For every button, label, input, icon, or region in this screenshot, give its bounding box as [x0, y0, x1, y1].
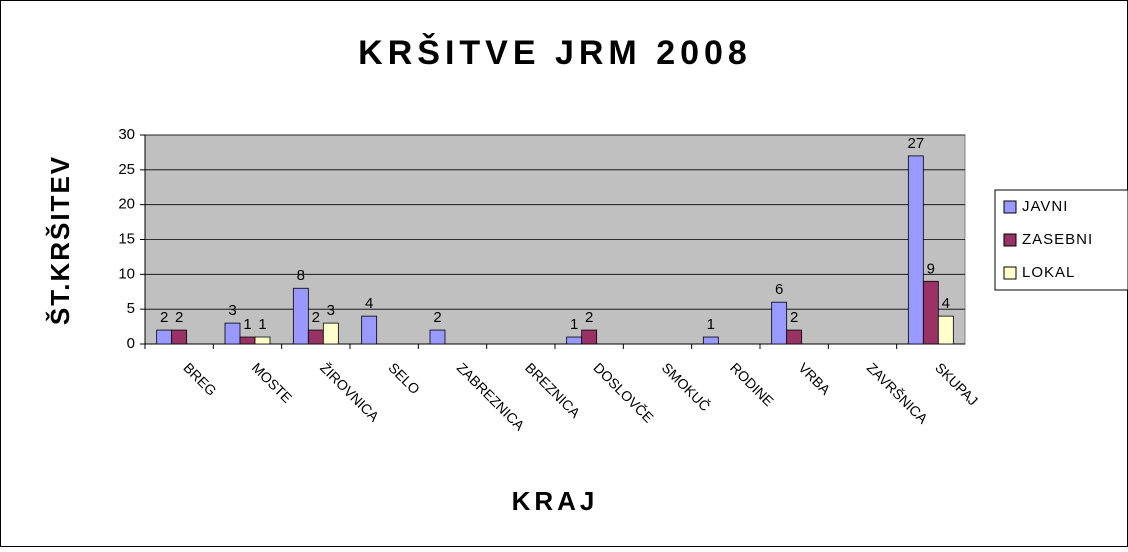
data-label: 6 [775, 281, 783, 298]
bar [922, 280, 939, 345]
x-axis-title: KRAJ [512, 486, 599, 516]
y-tick-label: 5 [127, 300, 135, 317]
data-label: 2 [585, 309, 593, 326]
data-label: 2 [790, 309, 798, 326]
bar [254, 336, 271, 345]
data-label: 1 [570, 316, 578, 333]
legend-swatch [1003, 266, 1017, 280]
data-label: 8 [297, 267, 305, 284]
bar [224, 322, 241, 345]
bar [786, 329, 803, 345]
legend-label: ZASEBNI [1022, 231, 1093, 248]
y-tick-label: 15 [118, 230, 135, 247]
bar [239, 336, 256, 345]
chart-title: KRŠITVE JRM 2008 [358, 33, 752, 72]
bar [292, 287, 309, 345]
legend-label: JAVNI [1022, 198, 1068, 215]
data-label: 3 [327, 302, 335, 319]
bar [361, 315, 378, 345]
bar [771, 301, 788, 345]
y-tick-label: 10 [118, 265, 135, 282]
data-label: 3 [228, 302, 236, 319]
legend-swatch [1003, 200, 1017, 214]
bar [322, 322, 339, 345]
legend [994, 189, 1128, 291]
data-label: 4 [942, 295, 950, 312]
bar [156, 329, 173, 345]
data-label: 27 [907, 135, 924, 152]
bar [307, 329, 324, 345]
bar [937, 315, 954, 345]
y-tick-label: 0 [127, 335, 135, 352]
data-label: 2 [175, 309, 183, 326]
bar [581, 329, 598, 345]
data-label: 2 [312, 309, 320, 326]
bar [566, 336, 583, 345]
y-axis-title: ŠT.KRŠITEV [45, 155, 75, 325]
legend-label: LOKAL [1022, 264, 1075, 281]
data-label: 4 [365, 295, 373, 312]
bar [429, 329, 446, 345]
data-label: 1 [258, 316, 266, 333]
data-label: 2 [160, 309, 168, 326]
y-tick-label: 25 [118, 161, 135, 178]
data-label: 1 [243, 316, 251, 333]
y-tick-label: 20 [118, 196, 135, 213]
data-label: 9 [927, 260, 935, 277]
y-tick-label: 30 [118, 126, 135, 143]
bar [907, 155, 924, 345]
legend-swatch [1003, 233, 1017, 247]
bar [171, 329, 188, 345]
data-label: 1 [707, 316, 715, 333]
bar [702, 336, 719, 345]
data-label: 2 [433, 309, 441, 326]
